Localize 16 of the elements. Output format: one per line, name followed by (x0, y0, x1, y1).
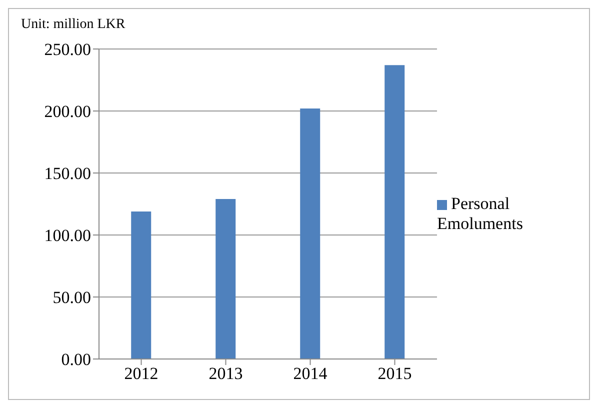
x-tick-label: 2014 (293, 364, 328, 384)
x-tick-label: 2012 (124, 364, 158, 384)
y-tick-label: 0.00 (61, 350, 91, 370)
y-tick-label: 50.00 (52, 288, 91, 308)
chart-title: Unit: million LKR (21, 17, 126, 33)
bar (131, 211, 152, 359)
bar (300, 108, 320, 359)
bar (384, 65, 405, 359)
y-tick-label: 150.00 (44, 164, 91, 184)
y-tick-label: 100.00 (44, 226, 91, 246)
y-tick-label: 200.00 (44, 102, 91, 122)
legend-label: Personal Emoluments (437, 194, 523, 233)
bar (216, 199, 236, 359)
y-tick-label: 250.00 (44, 40, 91, 60)
x-tick-label: 2013 (208, 364, 243, 384)
x-tick-label: 2015 (378, 364, 412, 384)
